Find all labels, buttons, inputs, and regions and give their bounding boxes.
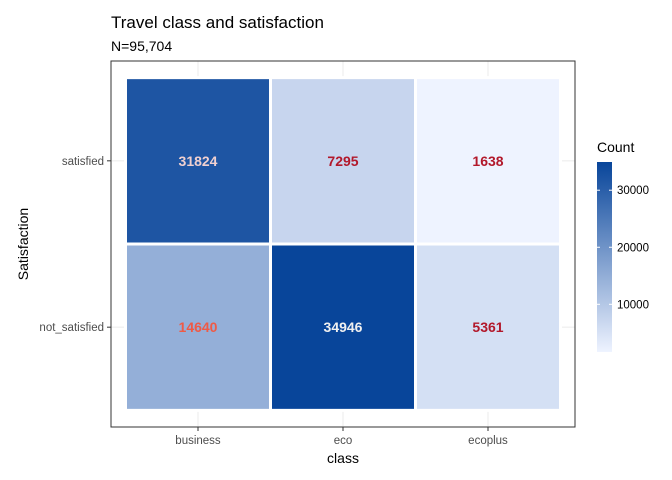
legend-tick-label: 30000 — [617, 185, 649, 197]
cell-value-label-ecoplus-not_satisfied: 5361 — [472, 319, 503, 335]
cell-labels: 31824 7295 1638 14640 34946 5361 — [179, 153, 504, 335]
cell-value-label-eco-not_satisfied: 34946 — [324, 319, 363, 335]
cell-value-label-ecoplus-satisfied: 1638 — [472, 153, 503, 169]
x-tick-label: business — [175, 435, 221, 447]
heatmap-cell-business-satisfied — [124, 76, 272, 246]
x-axis-title: class — [327, 450, 359, 466]
x-axis-ticks: business eco ecoplus — [175, 427, 508, 447]
heatmap-cell-eco-not_satisfied — [269, 242, 417, 412]
heatmap-cell-ecoplus-satisfied — [414, 76, 562, 246]
legend-tick-label: 10000 — [617, 299, 649, 311]
legend-ticks: 10000 20000 30000 — [597, 185, 649, 311]
y-tick-label: satisfied — [62, 156, 104, 168]
cell-value-label-business-satisfied: 31824 — [179, 153, 218, 169]
chart-title: Travel class and satisfaction — [111, 13, 324, 32]
x-tick-label: eco — [334, 435, 353, 447]
y-tick-label: not_satisfied — [39, 322, 104, 334]
y-axis-title: Satisfaction — [15, 208, 31, 280]
x-tick-label: ecoplus — [468, 435, 508, 447]
legend-colorbar — [597, 162, 612, 352]
cell-value-label-eco-satisfied: 7295 — [327, 153, 358, 169]
y-axis-ticks: satisfied not_satisfied — [39, 156, 111, 334]
heatmap-cell-ecoplus-not_satisfied — [414, 242, 562, 412]
chart-subtitle: N=95,704 — [111, 38, 172, 54]
legend-title: Count — [597, 139, 634, 155]
cell-value-label-business-not_satisfied: 14640 — [179, 319, 218, 335]
legend-tick-label: 20000 — [617, 242, 649, 254]
heatmap-cells — [124, 76, 562, 412]
